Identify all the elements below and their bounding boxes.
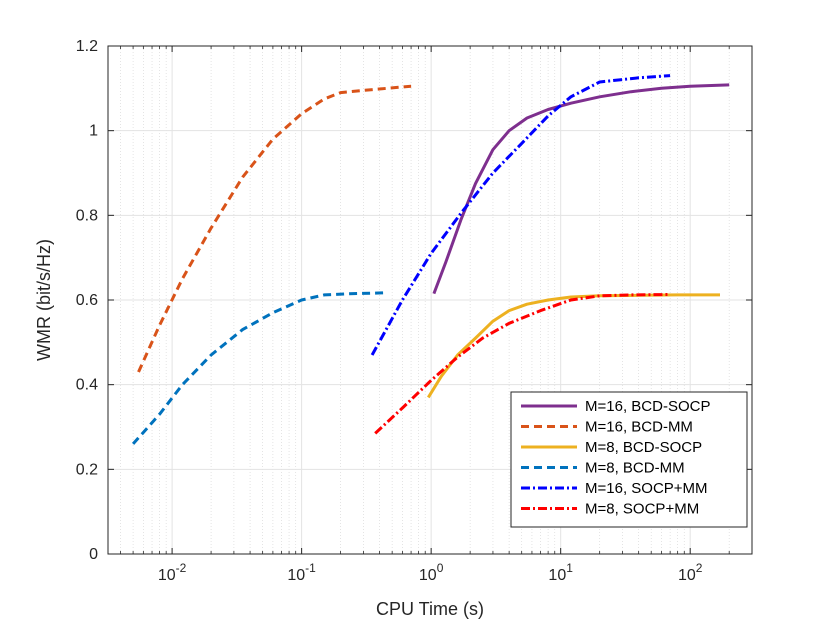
series-line-2 xyxy=(137,84,412,373)
legend-label-3: M=8, BCD-SOCP xyxy=(585,439,702,456)
ticks: 10-2 10-1 100 101 102 0 0.2 0.4 0.6 0.8 1 1.2 xyxy=(76,38,753,584)
legend: M=16, BCD-SOCP M=16, BCD-MM M=8, BCD-SOCP M… xyxy=(510,391,748,528)
y-tick-label: 0.6 xyxy=(76,292,98,309)
legend-label-2: M=16, BCD-MM xyxy=(585,419,693,436)
x-tick-label: 10-1 xyxy=(287,561,316,584)
y-tick-label: 0.8 xyxy=(76,207,98,224)
y-tick-label: 1 xyxy=(89,123,98,140)
legend-label-6: M=8, SOCP+MM xyxy=(585,501,699,518)
legend-label-5: M=16, SOCP+MM xyxy=(585,480,708,497)
series-line-1 xyxy=(432,83,730,295)
legend-label-1: M=16, BCD-SOCP xyxy=(585,398,710,415)
y-tick-label: 0 xyxy=(89,546,98,563)
series-line-5 xyxy=(370,74,671,356)
x-axis-label: CPU Time (s) xyxy=(376,599,484,619)
x-tick-label: 101 xyxy=(548,561,573,584)
series-line-6 xyxy=(374,293,671,435)
y-tick-label: 0.2 xyxy=(76,461,98,478)
y-tick-label: 0.4 xyxy=(76,377,98,394)
x-tick-label: 100 xyxy=(419,561,444,584)
y-axis-label: WMR (bit/s/Hz) xyxy=(34,239,54,361)
x-tick-label: 102 xyxy=(678,561,703,584)
legend-label-4: M=8, BCD-MM xyxy=(585,460,685,477)
x-tick-label: 10-2 xyxy=(158,561,187,584)
series-layer xyxy=(131,74,730,445)
series-line-4 xyxy=(131,291,387,445)
legend-box xyxy=(510,391,748,528)
y-tick-label: 1.2 xyxy=(76,38,98,55)
